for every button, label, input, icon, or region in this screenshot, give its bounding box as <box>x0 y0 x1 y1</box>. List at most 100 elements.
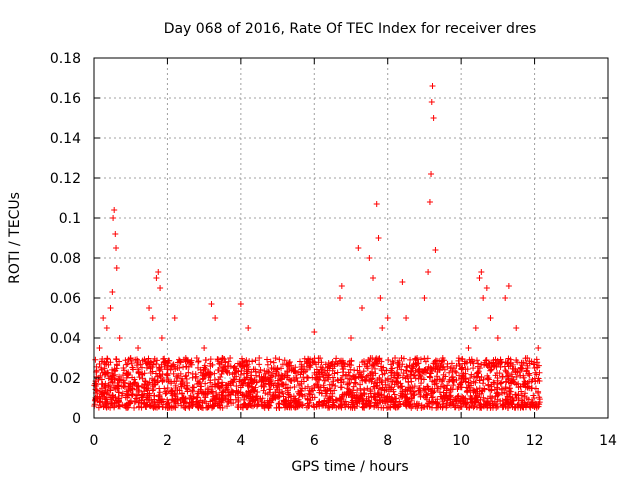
data-point <box>132 356 139 363</box>
data-point <box>239 363 246 370</box>
data-point <box>212 400 219 407</box>
data-point <box>303 375 310 381</box>
data-point <box>226 369 233 376</box>
data-point <box>102 361 109 368</box>
data-point <box>535 345 542 351</box>
data-point <box>256 369 263 376</box>
data-point <box>256 361 263 368</box>
data-point <box>318 390 325 397</box>
data-point <box>189 384 196 391</box>
data-point <box>457 384 464 391</box>
data-point <box>146 305 153 311</box>
data-point <box>220 364 227 371</box>
data-point <box>96 345 103 351</box>
data-point <box>157 285 164 291</box>
data-point <box>292 375 299 381</box>
data-point <box>407 356 414 363</box>
data-point <box>170 370 177 377</box>
data-point <box>536 378 543 385</box>
data-point <box>320 384 327 391</box>
data-point <box>524 365 531 372</box>
data-point <box>404 388 411 395</box>
data-point <box>329 374 336 381</box>
data-point <box>433 373 440 380</box>
data-point <box>158 335 165 341</box>
data-point <box>130 366 137 373</box>
data-point <box>284 389 291 396</box>
data-point <box>310 359 317 366</box>
data-point <box>159 378 166 385</box>
data-point <box>279 381 286 388</box>
y-tick-label: 0.08 <box>50 251 81 267</box>
data-point <box>264 391 271 398</box>
data-point <box>429 399 436 406</box>
data-point <box>322 361 329 368</box>
data-point <box>466 404 473 411</box>
data-point <box>403 363 410 370</box>
data-point <box>475 360 482 367</box>
data-point <box>442 373 449 380</box>
plot-frame <box>93 57 609 419</box>
data-point <box>95 404 102 411</box>
data-point <box>202 380 209 387</box>
data-point <box>481 361 488 368</box>
data-point <box>182 373 189 380</box>
data-point <box>425 385 432 392</box>
data-point <box>113 265 120 271</box>
data-point <box>160 359 167 365</box>
data-point <box>403 315 410 321</box>
data-point <box>105 382 112 389</box>
data-point <box>502 367 509 374</box>
data-point <box>176 356 183 363</box>
data-point <box>535 388 542 395</box>
data-point <box>451 396 458 403</box>
data-point <box>532 400 539 407</box>
data-point <box>297 387 304 394</box>
data-point <box>174 374 181 381</box>
data-point <box>299 401 306 408</box>
data-point <box>344 375 351 382</box>
data-point <box>101 371 108 378</box>
data-point <box>258 383 265 390</box>
data-point <box>509 395 516 402</box>
data-point <box>397 380 404 387</box>
data-point <box>346 389 353 396</box>
data-point <box>303 360 310 367</box>
data-point <box>518 365 525 372</box>
data-point <box>376 374 383 381</box>
data-point <box>535 362 542 369</box>
data-point <box>105 403 112 410</box>
data-point <box>411 391 418 398</box>
data-point <box>225 396 232 403</box>
data-point <box>411 388 418 395</box>
data-point <box>108 376 115 383</box>
data-point <box>111 207 118 213</box>
data-point <box>480 380 487 387</box>
data-point <box>453 369 460 376</box>
data-point <box>346 372 353 379</box>
data-point <box>281 357 288 364</box>
data-point <box>501 363 508 370</box>
data-point <box>160 355 167 362</box>
data-point <box>427 387 434 394</box>
data-point <box>450 365 457 371</box>
data-point <box>107 379 114 386</box>
data-point <box>502 400 509 407</box>
data-point <box>282 400 289 407</box>
data-point <box>182 404 189 411</box>
data-point <box>458 375 465 381</box>
data-point <box>488 383 495 390</box>
data-point <box>195 404 202 411</box>
data-point <box>178 390 185 397</box>
data-point <box>176 357 183 364</box>
data-point <box>336 295 343 301</box>
data-point <box>268 382 275 389</box>
data-point <box>113 245 120 251</box>
data-point <box>314 369 321 376</box>
data-point <box>443 402 450 409</box>
data-point <box>425 400 432 407</box>
data-point <box>321 377 328 384</box>
data-point <box>340 369 347 376</box>
data-point <box>144 382 151 389</box>
data-point <box>330 378 337 385</box>
